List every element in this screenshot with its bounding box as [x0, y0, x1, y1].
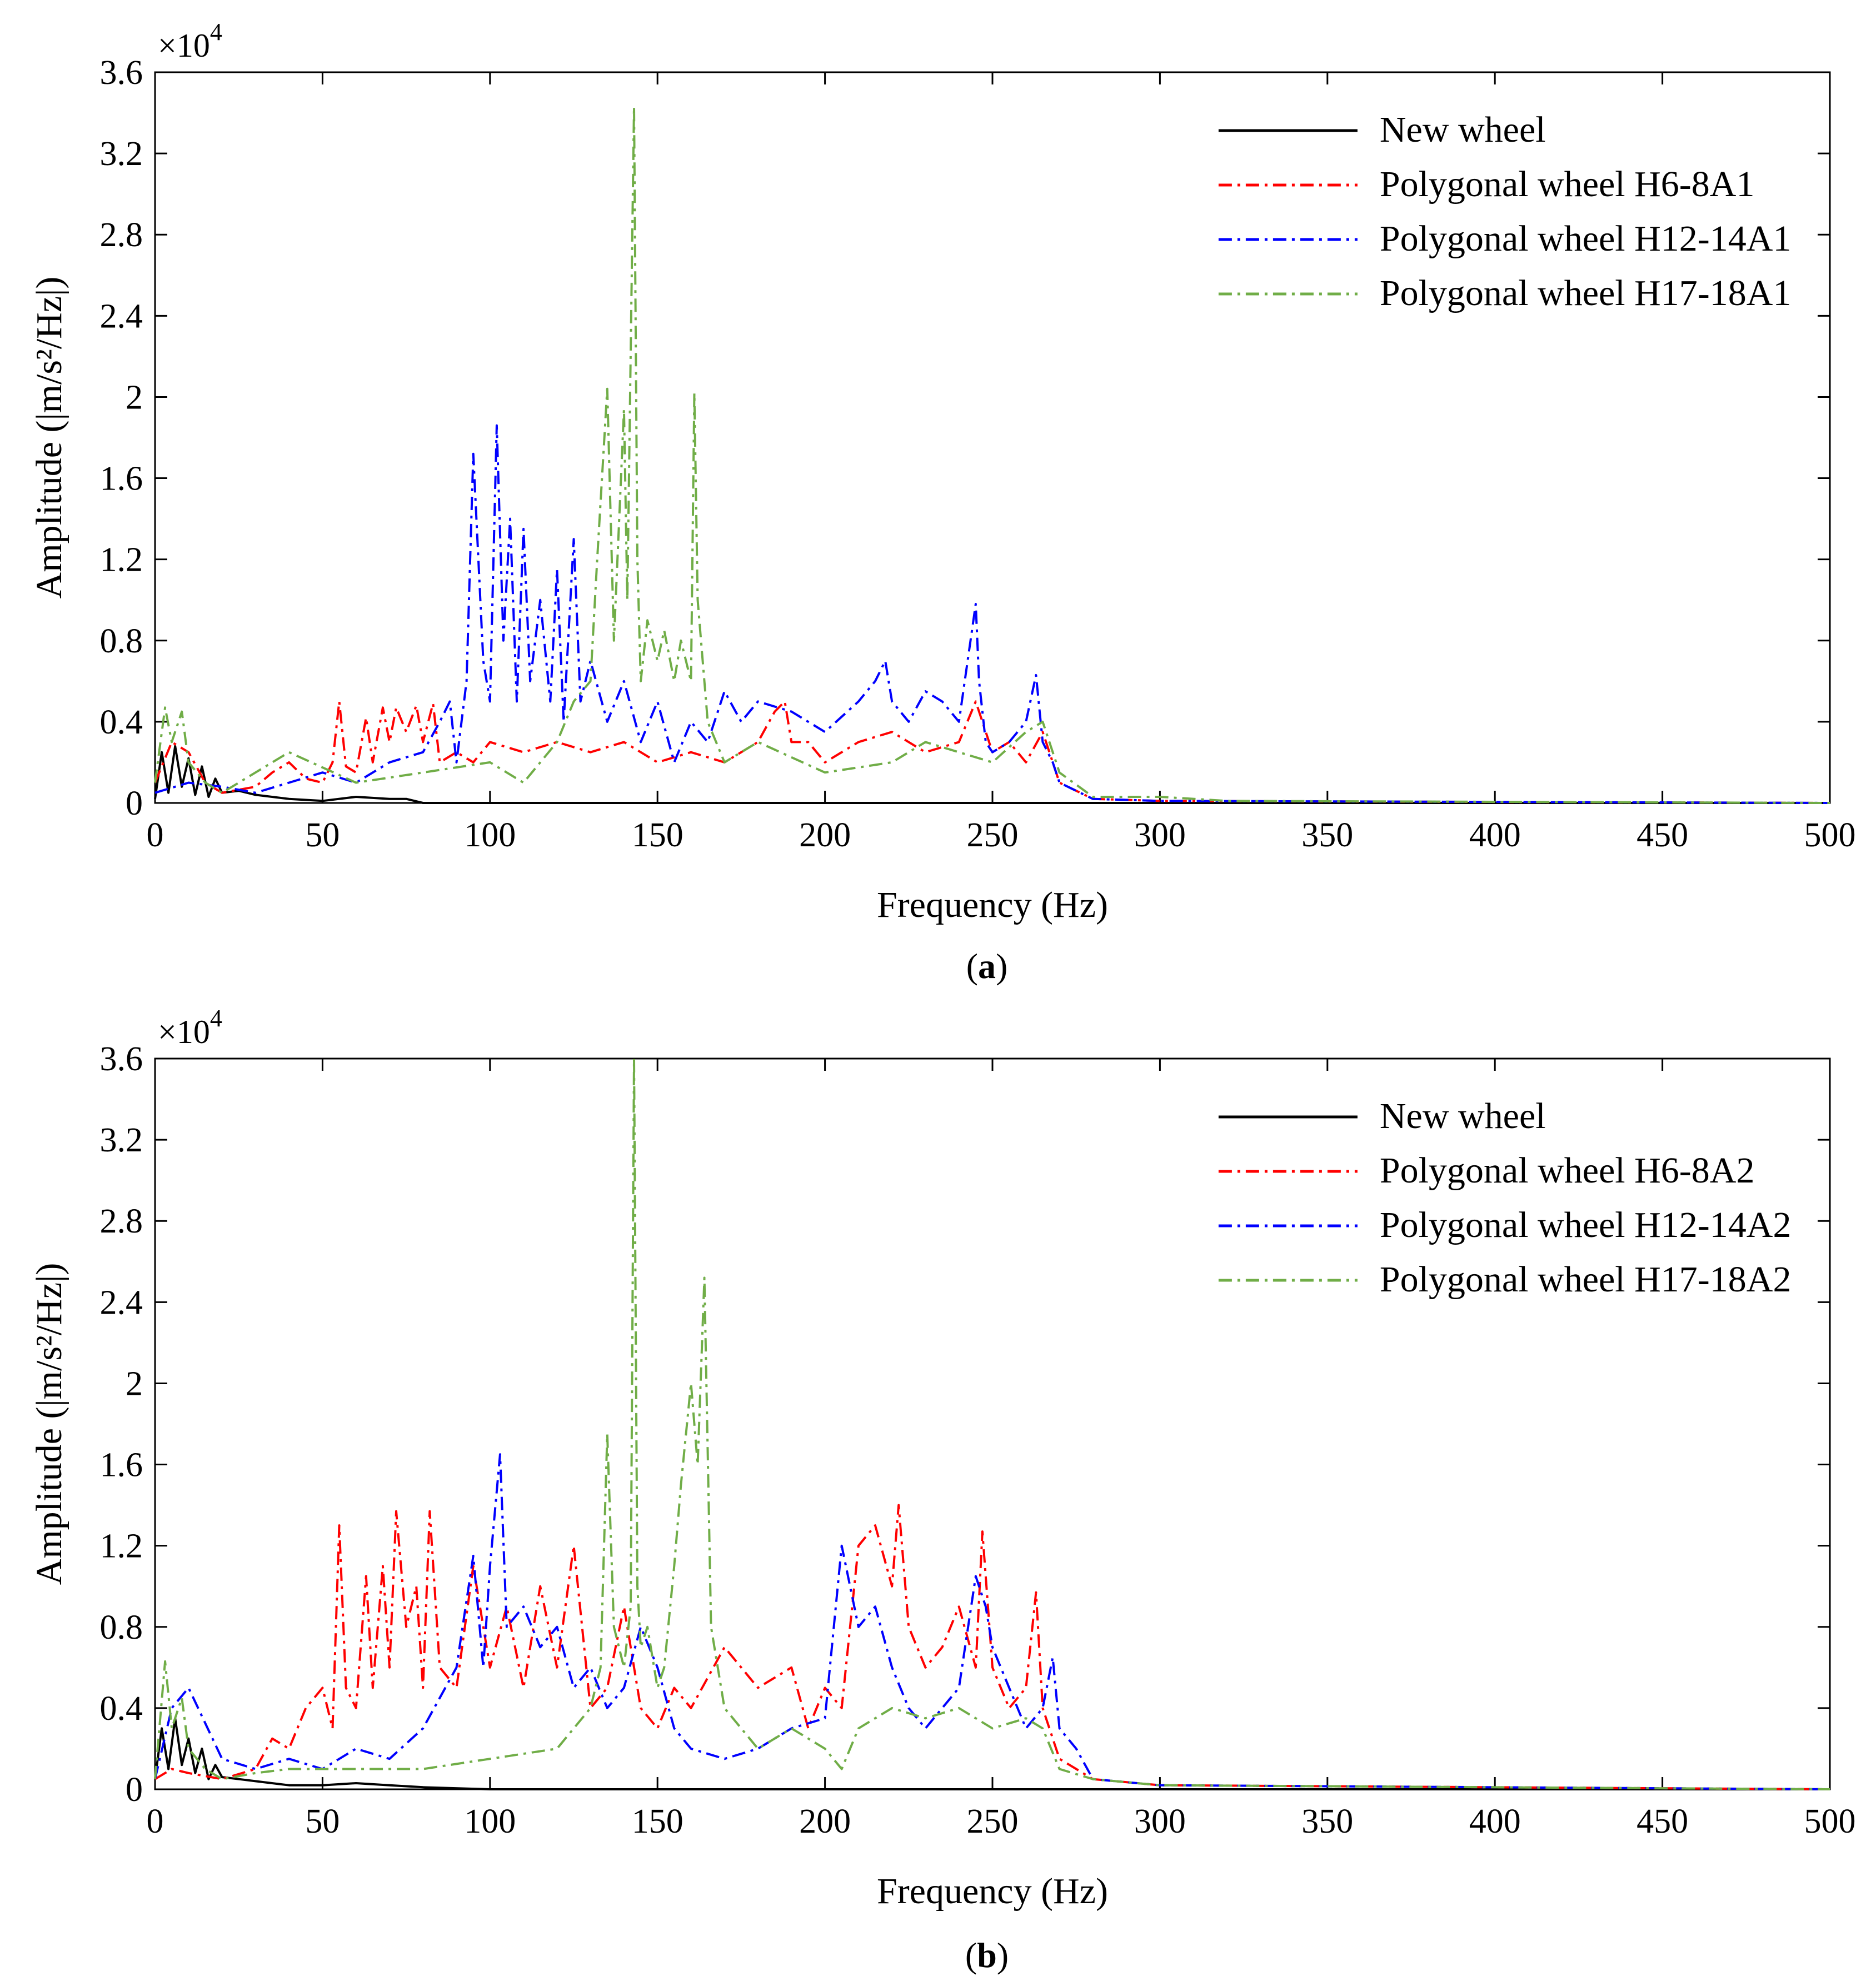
x-tick-label: 400 [1469, 1803, 1521, 1840]
x-tick-label: 250 [967, 816, 1019, 854]
legend-label: New wheel [1380, 109, 1546, 150]
chart-panel-b: 0 50 100 150 200 250 300 350 400 450 500 0 0.4 0.8 1.2… [29, 1005, 1856, 1975]
x-tick-label: 0 [147, 816, 164, 854]
y-multiplier: ×104 [158, 18, 222, 64]
y-tick-label: 3.6 [100, 54, 143, 92]
x-tick-label: 300 [1134, 816, 1186, 854]
series-line-2 [154, 424, 1830, 804]
x-tick-label: 100 [464, 1803, 516, 1840]
y-tick-label: 2.8 [100, 1202, 143, 1240]
series-line-3 [154, 106, 1830, 804]
series-line-1 [154, 1504, 1830, 1790]
y-tick-label: 2.8 [100, 216, 143, 254]
x-tick-label: 0 [147, 1803, 164, 1840]
legend-label: Polygonal wheel H6-8A1 [1380, 164, 1755, 204]
x-tick-label: 500 [1804, 1803, 1856, 1840]
series-line-2 [154, 1453, 1830, 1790]
y-tick-label: 0.4 [100, 703, 143, 741]
panel-label: (b) [965, 1935, 1009, 1975]
y-tick-label: 0 [126, 1771, 143, 1809]
y-tick-label: 1.6 [100, 1446, 143, 1484]
y-tick-label: 3.6 [100, 1040, 143, 1078]
y-tick-label: 0.8 [100, 622, 143, 660]
y-tick-label: 2.4 [100, 1284, 143, 1321]
x-tick-label: 100 [464, 816, 516, 854]
y-multiplier-exponent: 4 [210, 1005, 222, 1032]
y-multiplier: ×104 [158, 1005, 222, 1050]
x-tick-label: 50 [305, 1803, 340, 1840]
x-tick-label: 200 [799, 1803, 851, 1840]
panel-label-letter: a [978, 946, 996, 986]
x-tick-label: 400 [1469, 816, 1521, 854]
x-tick-label: 200 [799, 816, 851, 854]
x-tick-label: 150 [632, 816, 683, 854]
x-axis-title: Frequency (Hz) [877, 1871, 1108, 1912]
y-tick-label: 2 [126, 1365, 143, 1403]
x-tick-label: 350 [1301, 1803, 1353, 1840]
x-tick-label: 350 [1301, 816, 1353, 854]
y-tick-label: 1.2 [100, 541, 143, 579]
y-tick-label: 1.6 [100, 460, 143, 498]
y-multiplier-exponent: 4 [210, 18, 222, 46]
y-tick-label: 2.4 [100, 297, 143, 335]
series-line-3 [154, 1057, 1830, 1790]
x-tick-label: 450 [1636, 1803, 1688, 1840]
x-tick-label: 300 [1134, 1803, 1186, 1840]
x-tick-label: 500 [1804, 816, 1856, 854]
x-tick-label: 50 [305, 816, 340, 854]
legend-label: Polygonal wheel H12-14A1 [1380, 218, 1792, 259]
y-tick-label: 2 [126, 378, 143, 416]
y-axis-title: Amplitude (|m/s²/Hz|) [29, 277, 69, 599]
y-tick-label: 1.2 [100, 1528, 143, 1565]
panel-label: (a) [966, 946, 1008, 986]
panel-label-letter: b [977, 1935, 997, 1975]
legend-label: New wheel [1380, 1096, 1546, 1136]
y-axis-title: Amplitude (|m/s²/Hz|) [29, 1263, 69, 1585]
series-line-1 [154, 700, 1830, 804]
legend-label: Polygonal wheel H17-18A1 [1380, 273, 1792, 313]
x-tick-label: 450 [1636, 816, 1688, 854]
y-tick-label: 0.4 [100, 1690, 143, 1728]
legend-label: Polygonal wheel H12-14A2 [1380, 1205, 1792, 1245]
series-line-0 [154, 1717, 1830, 1790]
y-tick-label: 3.2 [100, 1121, 143, 1159]
x-tick-label: 250 [967, 1803, 1019, 1840]
legend-label: Polygonal wheel H6-8A2 [1380, 1150, 1755, 1191]
y-tick-label: 0.8 [100, 1609, 143, 1646]
y-tick-label: 0 [126, 785, 143, 822]
x-tick-label: 150 [632, 1803, 683, 1840]
x-axis-title: Frequency (Hz) [877, 885, 1108, 925]
chart-panel-a: 0 50 100 150 200 250 300 350 400 450 500 0 0.4 0.8 1.2… [29, 18, 1856, 986]
y-tick-label: 3.2 [100, 135, 143, 173]
legend-label: Polygonal wheel H17-18A2 [1380, 1259, 1792, 1300]
